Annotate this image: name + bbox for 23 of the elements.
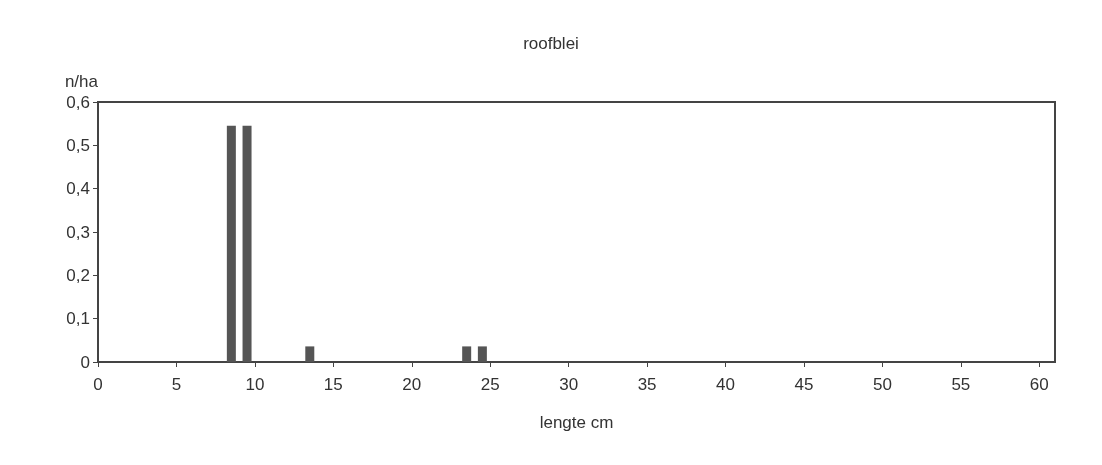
x-tick-label: 40: [716, 375, 735, 394]
x-tick-label: 5: [171, 375, 182, 394]
x-tick-label: 25: [480, 375, 500, 394]
x-tick-label: 30: [559, 375, 579, 394]
x-axis-title: lengte cm: [539, 413, 614, 432]
x-tick-label: 45: [794, 375, 814, 394]
x-tick-label: 50: [872, 375, 892, 394]
y-axis-title: n/ha: [64, 72, 99, 91]
chart-title: roofblei: [523, 34, 579, 53]
x-tick-label: 20: [402, 375, 422, 394]
x-tick-label: 10: [245, 375, 265, 394]
y-tick-label: 0,4: [66, 179, 90, 199]
y-tick-label: 0,6: [66, 92, 90, 112]
x-tick-label: 35: [637, 375, 657, 394]
y-tick-label: 0,2: [66, 265, 90, 285]
x-tick-label: 0: [93, 375, 103, 394]
y-tick-label: 0,1: [66, 309, 90, 329]
x-tick-label: 60: [1029, 375, 1049, 394]
x-tick-label: 55: [951, 375, 971, 394]
y-tick-label: 0,5: [66, 135, 90, 155]
y-tick-label: 0: [80, 352, 90, 372]
x-tick-label: 15: [323, 375, 343, 394]
y-tick-label: 0,3: [66, 222, 90, 242]
